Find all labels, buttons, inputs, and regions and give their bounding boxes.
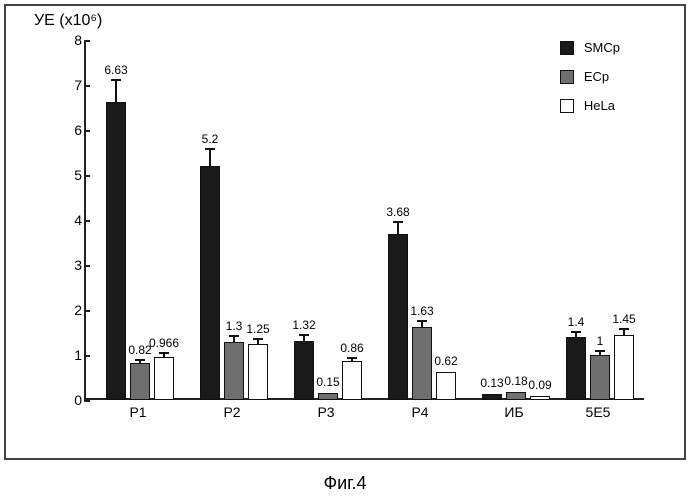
error-cap <box>619 328 629 330</box>
value-label: 1.45 <box>612 312 635 326</box>
error-bar <box>623 330 625 335</box>
x-tick-label: P4 <box>411 404 428 420</box>
error-cap <box>299 334 309 336</box>
y-tick-label: 0 <box>52 392 82 408</box>
legend-label: HeLa <box>584 98 615 113</box>
error-bar <box>303 336 305 340</box>
value-label: 1.4 <box>568 315 585 329</box>
y-ticks: 012345678 <box>52 40 82 400</box>
error-cap <box>347 357 357 359</box>
legend-item: ECp <box>560 69 620 84</box>
legend-label: SMCp <box>584 40 620 55</box>
value-label: 1.32 <box>292 318 315 332</box>
error-bar <box>233 337 235 341</box>
legend: SMCp ECp HeLa <box>560 40 620 127</box>
value-label: 6.63 <box>104 63 127 77</box>
value-label: 1 <box>597 334 604 348</box>
error-cap <box>205 148 215 150</box>
bar-ecp <box>590 355 610 400</box>
error-bar <box>115 81 117 102</box>
error-cap <box>111 79 121 81</box>
error-cap <box>393 221 403 223</box>
error-bar <box>599 352 601 355</box>
error-bar <box>257 340 259 344</box>
bar-ecp <box>224 342 244 401</box>
legend-item: HeLa <box>560 98 620 113</box>
bar-smcp <box>294 341 314 400</box>
y-tick-label: 1 <box>52 347 82 363</box>
value-label: 0.09 <box>528 378 551 392</box>
error-cap <box>159 352 169 354</box>
bar-smcp <box>566 337 586 400</box>
error-cap <box>229 335 239 337</box>
error-bar <box>139 361 141 364</box>
value-label: 1.25 <box>246 322 269 336</box>
legend-swatch <box>560 99 574 113</box>
bar-ecp <box>130 363 150 400</box>
y-axis-title: УЕ (x10⁶) <box>34 12 102 30</box>
value-label: 5.2 <box>202 132 219 146</box>
y-tick-label: 3 <box>52 257 82 273</box>
error-bar <box>575 333 577 337</box>
y-tick-label: 7 <box>52 77 82 93</box>
error-cap <box>135 359 145 361</box>
value-label: 0.18 <box>504 374 527 388</box>
x-labels: P1 P2 P3 P4 ИБ 5Е5 <box>84 400 644 424</box>
bar-ecp <box>412 327 432 400</box>
legend-item: SMCp <box>560 40 620 55</box>
error-bar <box>397 223 399 235</box>
value-label: 0.13 <box>480 376 503 390</box>
error-cap <box>571 331 581 333</box>
x-tick-label: 5Е5 <box>586 404 611 420</box>
bar-hela <box>614 335 634 400</box>
y-tick-label: 6 <box>52 122 82 138</box>
bar-smcp <box>200 166 220 400</box>
value-label: 0.966 <box>149 336 179 350</box>
error-cap <box>595 350 605 352</box>
error-cap <box>253 338 263 340</box>
bar-hela <box>342 361 362 400</box>
bar-ecp <box>318 393 338 400</box>
value-label: 0.15 <box>316 375 339 389</box>
y-tick-label: 5 <box>52 167 82 183</box>
x-tick-label: P2 <box>223 404 240 420</box>
error-bar <box>163 354 165 357</box>
x-tick-label: P3 <box>317 404 334 420</box>
y-tick-label: 2 <box>52 302 82 318</box>
legend-swatch <box>560 41 574 55</box>
y-tick-label: 8 <box>52 32 82 48</box>
error-bar <box>351 359 353 362</box>
x-tick-label: ИБ <box>504 404 523 420</box>
bar-hela <box>248 344 268 400</box>
value-label: 1.63 <box>410 304 433 318</box>
legend-label: ECp <box>584 69 609 84</box>
legend-swatch <box>560 70 574 84</box>
error-cap <box>417 320 427 322</box>
error-bar <box>421 322 423 327</box>
bar-hela <box>436 372 456 400</box>
value-label: 1.3 <box>226 319 243 333</box>
bar-smcp <box>106 102 126 400</box>
value-label: 0.62 <box>434 354 457 368</box>
bar-smcp <box>388 234 408 400</box>
bar-ecp <box>506 392 526 400</box>
figure-caption: Фиг.4 <box>0 473 690 494</box>
y-tick-label: 4 <box>52 212 82 228</box>
value-label: 0.86 <box>340 341 363 355</box>
value-label: 3.68 <box>386 205 409 219</box>
error-bar <box>209 150 211 166</box>
x-tick-label: P1 <box>129 404 146 420</box>
bar-hela <box>154 357 174 400</box>
